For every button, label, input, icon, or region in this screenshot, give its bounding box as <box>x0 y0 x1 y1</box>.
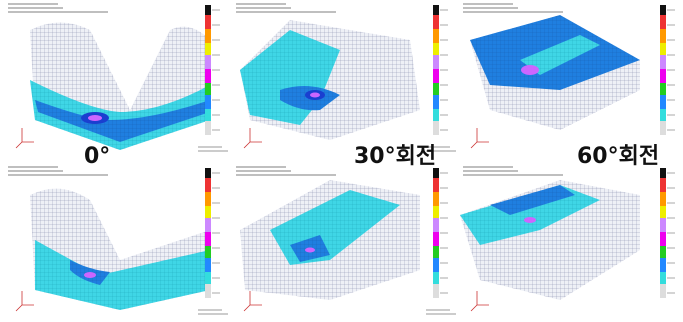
simulation-panel <box>8 167 228 314</box>
simulation-panel <box>236 167 456 314</box>
simulation-panel <box>236 4 456 151</box>
simulation-panel <box>463 4 675 148</box>
angle-label: 0° <box>84 144 110 169</box>
figure: 0° 30°회전 60°회전 <box>0 0 683 322</box>
angle-label: 30°회전 <box>354 144 436 169</box>
angle-label: 60°회전 <box>577 144 659 169</box>
simulation-panel <box>8 4 228 151</box>
simulation-panel <box>460 167 675 311</box>
